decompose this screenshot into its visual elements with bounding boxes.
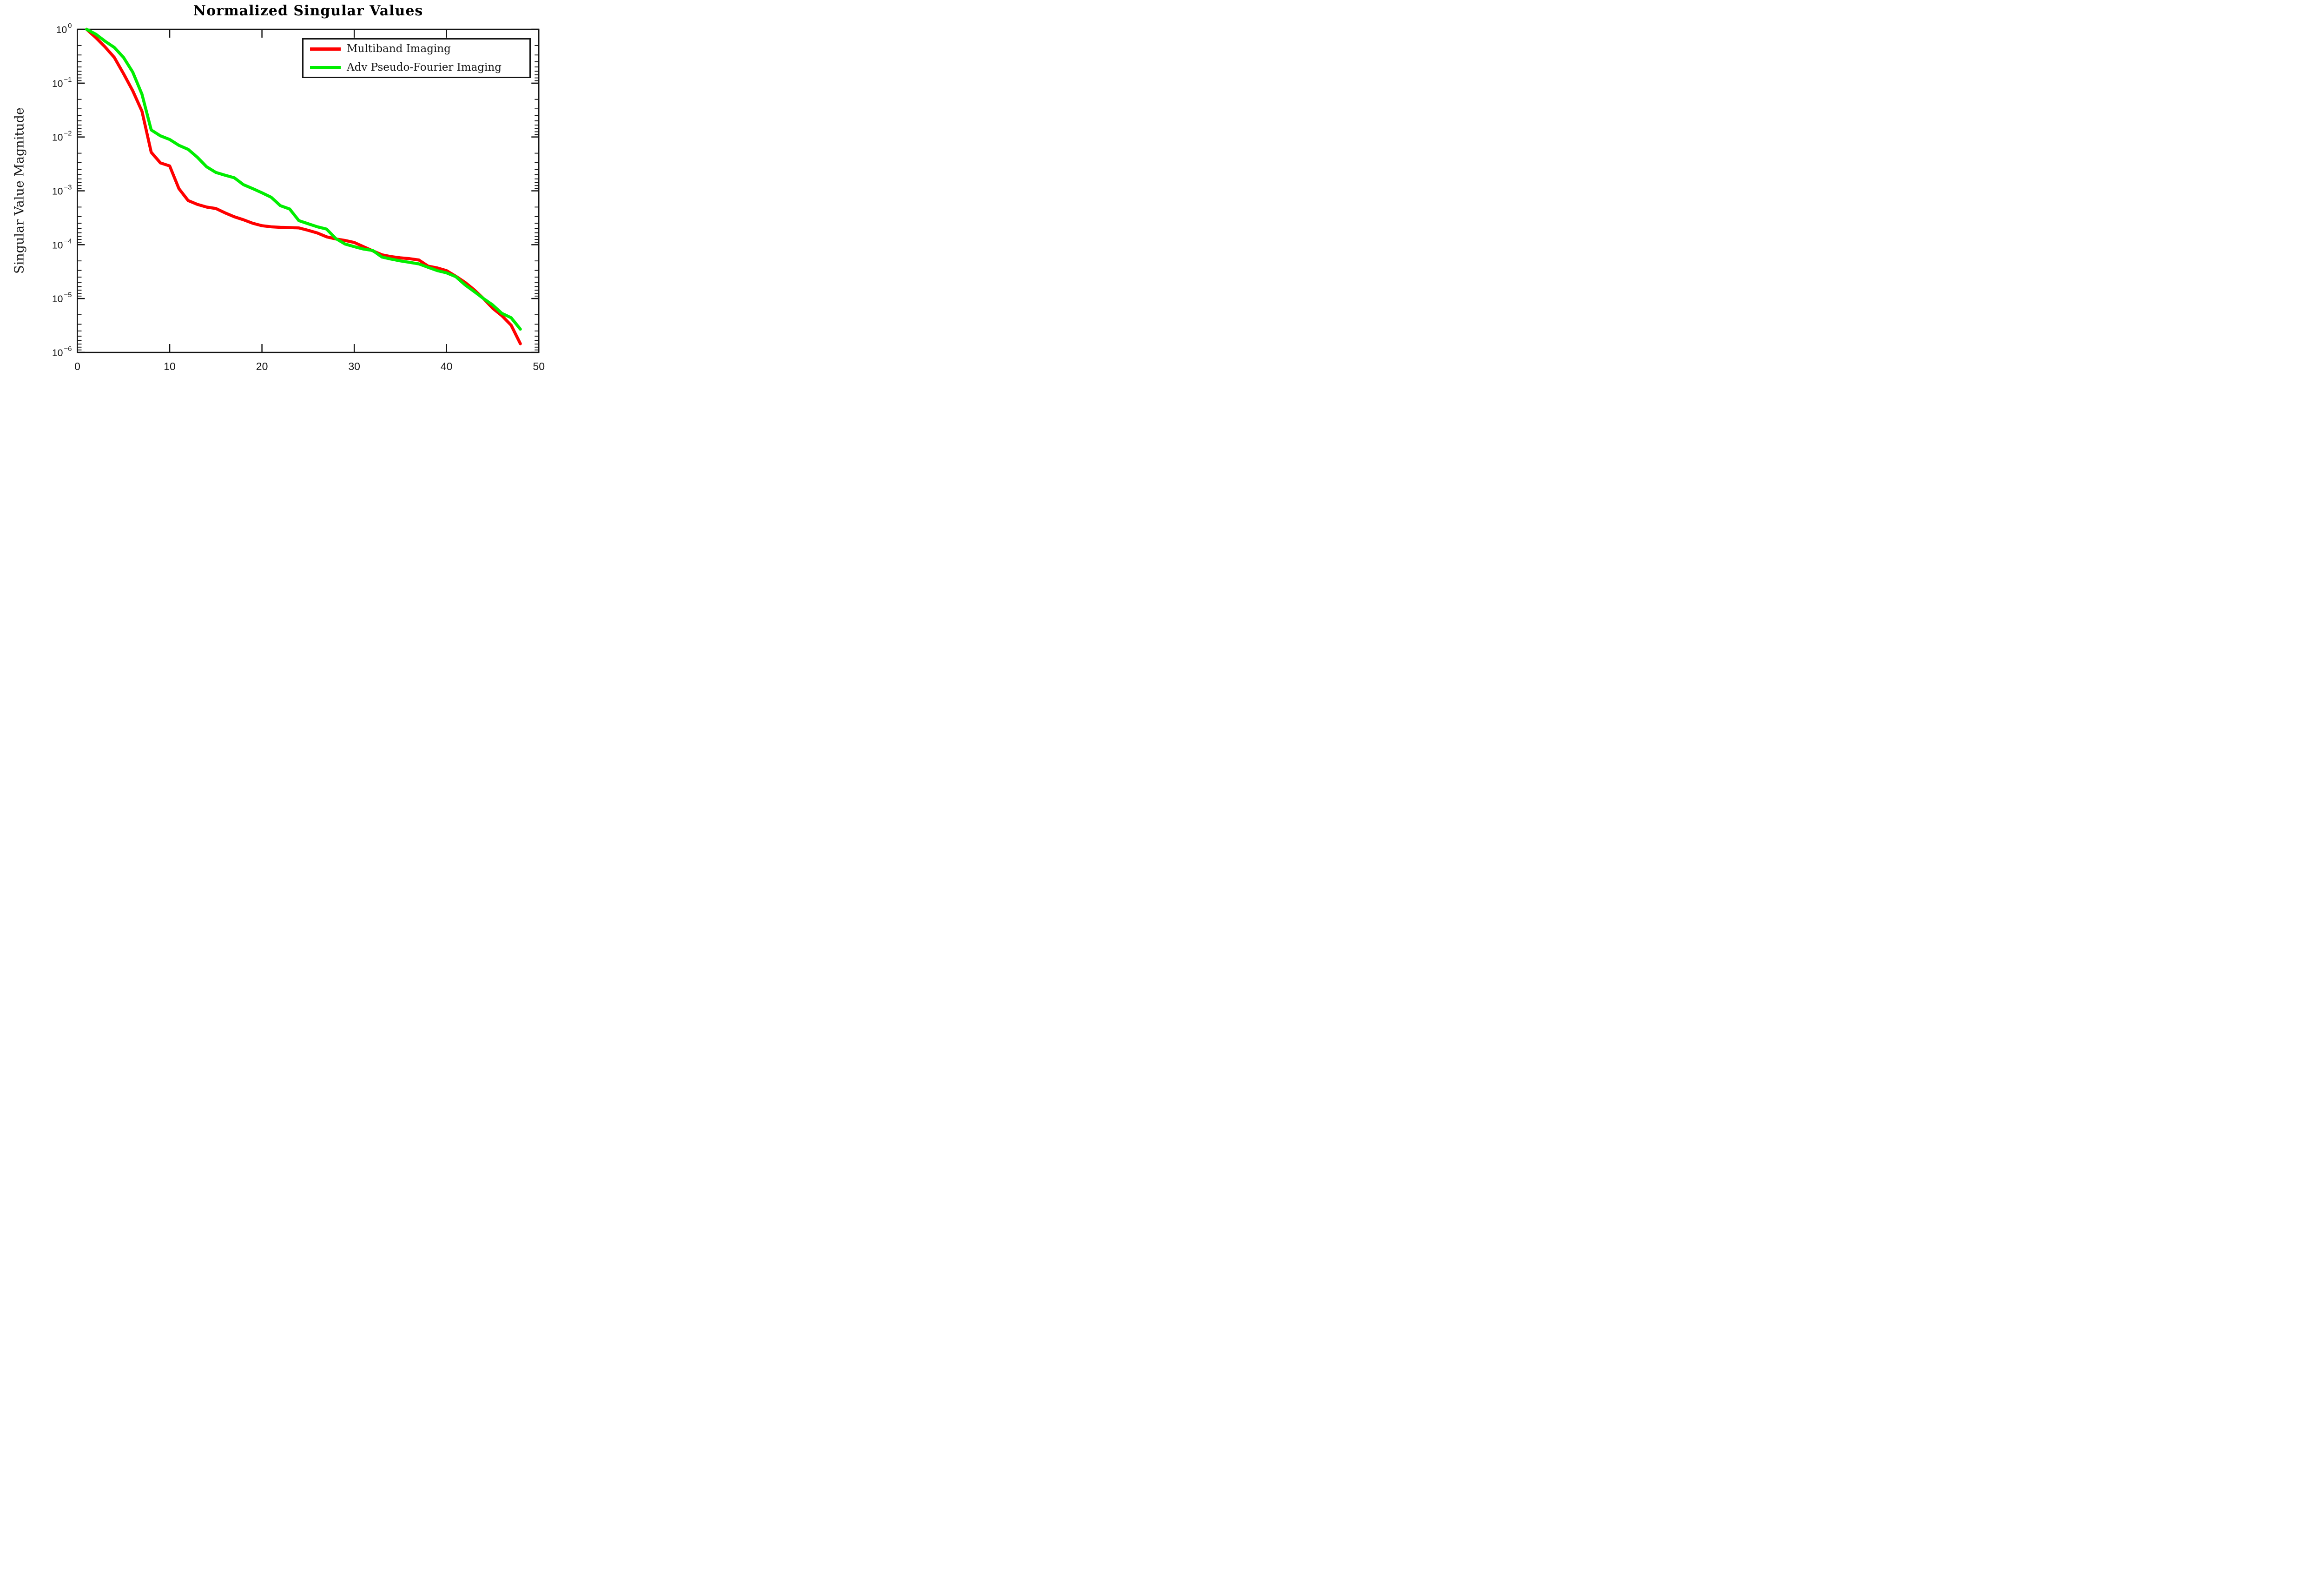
x-tick-label: 0	[74, 360, 80, 372]
legend-line-sample-red	[310, 47, 341, 51]
legend-label: Adv Pseudo-Fourier Imaging	[347, 61, 502, 73]
x-tick-label: 20	[256, 360, 268, 372]
y-tick-label: 10 −3	[52, 184, 72, 197]
legend: Multiband Imaging Adv Pseudo-Fourier Ima…	[302, 38, 531, 78]
series-line-multiband-imaging	[85, 27, 522, 345]
legend-line-sample-green	[310, 66, 341, 69]
y-tick-label: 10 −4	[52, 237, 72, 251]
y-tick-label: 10 0	[56, 22, 72, 35]
x-tick-label: 40	[441, 360, 453, 372]
y-tick-label: 10 −6	[52, 345, 72, 358]
legend-entry-pseudo-fourier: Adv Pseudo-Fourier Imaging	[310, 61, 529, 73]
legend-label: Multiband Imaging	[347, 43, 451, 55]
x-tick-labels: 0 10 20 30 40 50	[74, 360, 545, 372]
legend-entry-multiband: Multiband Imaging	[310, 43, 529, 55]
series-line-adv-pseudo-fourier-imaging	[85, 27, 522, 331]
x-tick-label: 50	[533, 360, 545, 372]
y-tick-label: 10 −1	[52, 76, 72, 89]
x-tick-label: 10	[164, 360, 176, 372]
x-tick-label: 30	[348, 360, 360, 372]
axis-ticks	[77, 28, 539, 353]
y-tick-label: 10 −2	[52, 130, 72, 143]
y-tick-label: 10 −5	[52, 291, 72, 305]
figure: Normalized Singular Values Singular Valu…	[0, 0, 595, 396]
chart-svg: 10 0 10 −1 10 −2 10 −3 10 −4 10 −5 10 −60 10 20 30 40 50	[52, 22, 545, 372]
plot-box	[77, 28, 540, 353]
chart-title: Normalized Singular Values	[193, 3, 423, 19]
